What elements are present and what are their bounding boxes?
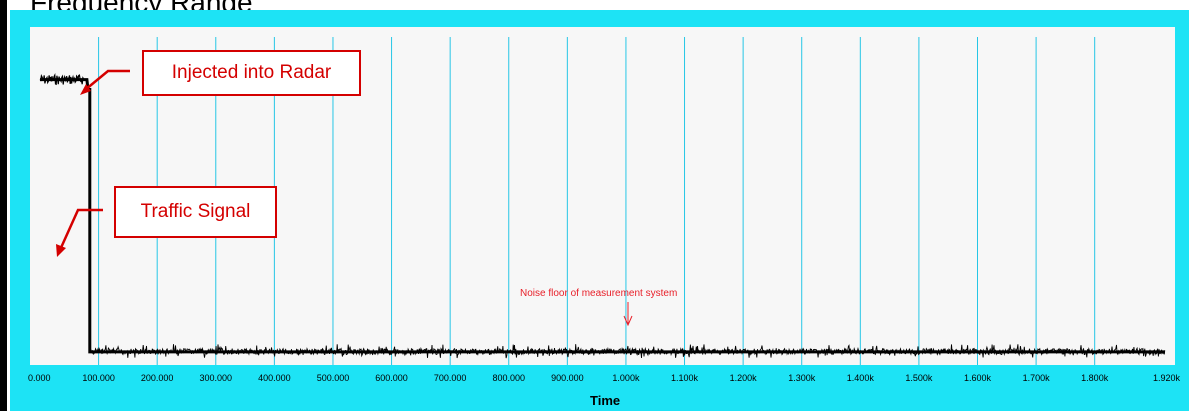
x-tick-label: 200.000	[141, 373, 174, 383]
x-tick-label: 900.000	[551, 373, 584, 383]
traffic-arrow-line	[58, 208, 103, 251]
callout-arrows	[56, 69, 633, 327]
x-tick-label: 500.000	[317, 373, 350, 383]
x-tick-label: 1.920k	[1153, 373, 1181, 383]
x-axis-label: Time	[590, 393, 621, 408]
x-tick-label: 1.400k	[847, 373, 875, 383]
x-tick-label: 1.000k	[612, 373, 640, 383]
radar-arrow-line	[84, 69, 130, 91]
x-tick-label: 1.800k	[1081, 373, 1109, 383]
callout-injected-into-radar: Injected into Radar	[142, 50, 361, 96]
series-noise-high	[39, 73, 86, 86]
callout-traffic-signal: Traffic Signal	[114, 186, 277, 238]
radar-arrow-head	[80, 84, 91, 95]
x-tick-label: 600.000	[375, 373, 408, 383]
x-tick-labels: 0.000 100.000 200.000 300.000 400.000 500.000…	[28, 373, 1180, 383]
x-tick-label: 1.300k	[788, 373, 816, 383]
x-tick-label: 300.000	[200, 373, 233, 383]
x-tick-label: 1.600k	[964, 373, 992, 383]
x-tick-label: 1.200k	[730, 373, 758, 383]
x-tick-label: 0.000	[28, 373, 51, 383]
noise-floor-note: Noise floor of measurement system	[520, 288, 678, 299]
window-edge	[0, 0, 7, 411]
x-tick-label: 1.700k	[1023, 373, 1051, 383]
x-tick-label: 100.000	[82, 373, 115, 383]
x-tick-label: 1.100k	[671, 373, 699, 383]
x-tick-label: 700.000	[434, 373, 467, 383]
series-noise-floor	[90, 344, 1166, 359]
traffic-arrow-head	[56, 244, 66, 257]
noise-arrow	[623, 302, 633, 327]
x-tick-label: 1.500k	[905, 373, 933, 383]
x-tick-label: 400.000	[258, 373, 291, 383]
x-tick-label: 800.000	[492, 373, 525, 383]
